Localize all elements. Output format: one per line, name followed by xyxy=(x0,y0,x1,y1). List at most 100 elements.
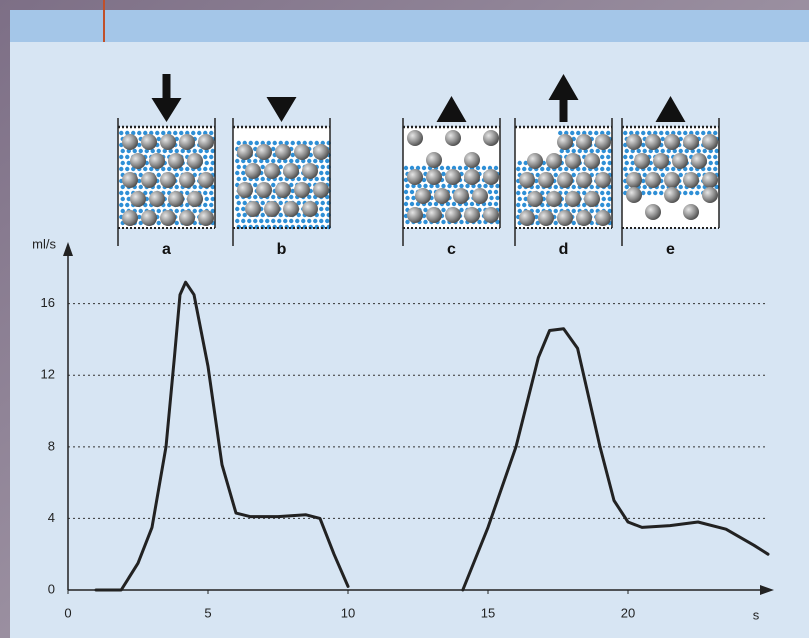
particle xyxy=(702,187,718,203)
liquid-dot xyxy=(295,219,299,223)
liquid-dot xyxy=(623,155,627,159)
particle xyxy=(527,191,543,207)
liquid-dot xyxy=(325,159,329,163)
liquid-dot xyxy=(602,197,606,201)
liquid-dot xyxy=(291,141,295,145)
liquid-dot xyxy=(572,209,576,213)
liquid-dot xyxy=(235,195,239,199)
liquid-dot xyxy=(536,185,540,189)
liquid-dot xyxy=(119,191,123,195)
liquid-dot xyxy=(689,167,693,171)
liquid-dot xyxy=(594,131,598,135)
liquid-dot xyxy=(659,191,663,195)
particle xyxy=(426,152,442,168)
liquid-dot xyxy=(625,149,629,153)
particle xyxy=(664,187,680,203)
liquid-dot xyxy=(647,191,651,195)
liquid-dot xyxy=(564,167,568,171)
particle xyxy=(557,210,573,226)
page: {"chart_data": {"type": "line", "x_label… xyxy=(0,0,809,638)
liquid-dot xyxy=(273,141,277,145)
liquid-dot xyxy=(277,219,281,223)
liquid-dot xyxy=(321,213,325,217)
diagram-label: e xyxy=(666,241,675,258)
particle xyxy=(415,188,431,204)
liquid-dot xyxy=(235,219,239,223)
particle xyxy=(245,201,261,217)
liquid-dot xyxy=(249,141,253,145)
particle xyxy=(472,188,488,204)
liquid-dot xyxy=(237,141,241,145)
liquid-dot xyxy=(482,166,486,170)
liquid-dot xyxy=(677,131,681,135)
liquid-dot xyxy=(540,167,544,171)
particle xyxy=(160,210,176,226)
liquid-dot xyxy=(637,149,641,153)
particle xyxy=(168,153,184,169)
liquid-dot xyxy=(137,131,141,135)
particle xyxy=(245,163,261,179)
liquid-dot xyxy=(209,167,213,171)
particle xyxy=(198,172,214,188)
particle xyxy=(294,182,310,198)
particle xyxy=(645,204,661,220)
liquid-dot xyxy=(325,219,329,223)
y-tick-label: 4 xyxy=(48,510,55,525)
particle xyxy=(313,182,329,198)
liquid-dot xyxy=(516,191,520,195)
liquid-dot xyxy=(179,131,183,135)
liquid-dot xyxy=(167,167,171,171)
liquid-dot xyxy=(410,190,414,194)
liquid-dot xyxy=(203,191,207,195)
liquid-dot xyxy=(477,184,481,188)
liquid-dot xyxy=(661,185,665,189)
liquid-dot xyxy=(157,149,161,153)
liquid-dot xyxy=(209,131,213,135)
particle xyxy=(538,172,554,188)
liquid-dot xyxy=(441,220,445,224)
particle xyxy=(626,134,642,150)
particle xyxy=(576,134,592,150)
liquid-dot xyxy=(255,141,259,145)
liquid-dot xyxy=(623,131,627,135)
liquid-dot xyxy=(203,167,207,171)
liquid-dot xyxy=(325,171,329,175)
particle xyxy=(122,134,138,150)
liquid-dot xyxy=(313,159,317,163)
liquid-dot xyxy=(695,131,699,135)
diagram-label: b xyxy=(277,241,287,258)
liquid-dot xyxy=(193,209,197,213)
liquid-dot xyxy=(133,149,137,153)
liquid-dot xyxy=(261,213,265,217)
liquid-dot xyxy=(175,185,179,189)
liquid-dot xyxy=(701,131,705,135)
liquid-dot xyxy=(279,213,283,217)
x-tick-label: 5 xyxy=(204,605,211,620)
liquid-dot xyxy=(259,219,263,223)
liquid-dot xyxy=(243,213,247,217)
liquid-dot xyxy=(554,221,558,225)
liquid-dot xyxy=(143,167,147,171)
liquid-dot xyxy=(321,201,325,205)
liquid-dot xyxy=(271,195,275,199)
particle xyxy=(275,144,291,160)
particle xyxy=(519,172,535,188)
liquid-dot xyxy=(261,165,265,169)
liquid-dot xyxy=(554,173,558,177)
particle xyxy=(130,191,146,207)
liquid-dot xyxy=(518,161,522,165)
liquid-dot xyxy=(441,172,445,176)
liquid-dot xyxy=(590,209,594,213)
liquid-dot xyxy=(606,155,610,159)
particle xyxy=(483,130,499,146)
liquid-dot xyxy=(441,208,445,212)
liquid-dot xyxy=(459,220,463,224)
liquid-dot xyxy=(157,221,161,225)
particle xyxy=(302,163,318,179)
liquid-dot xyxy=(235,207,239,211)
particle xyxy=(313,144,329,160)
liquid-dot xyxy=(241,171,245,175)
liquid-dot xyxy=(522,167,526,171)
particle xyxy=(653,153,669,169)
liquid-dot xyxy=(297,177,301,181)
